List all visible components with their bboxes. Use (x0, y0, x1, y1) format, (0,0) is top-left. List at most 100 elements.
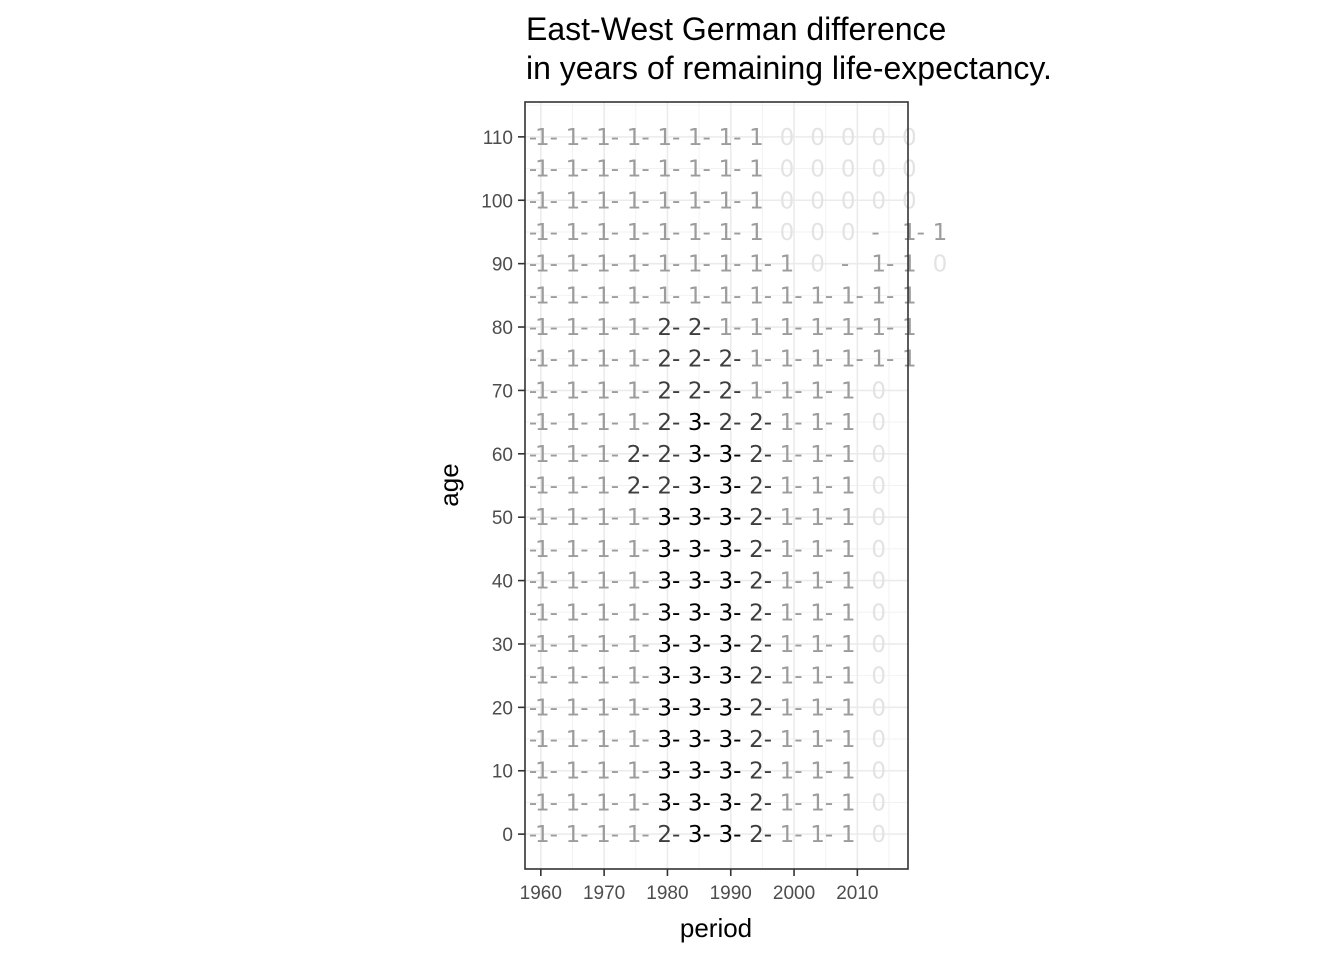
cell-label: 1 (749, 157, 764, 183)
cell-label: 2- (719, 378, 742, 404)
cell-label: - (529, 537, 537, 563)
cell-label: 2- (688, 378, 711, 404)
cell-label: - (871, 220, 879, 246)
cell-label: 0 (871, 505, 886, 531)
cell-label: 1 (902, 315, 917, 341)
cell-label: 1- (596, 157, 619, 183)
cell-label: 1- (535, 410, 558, 436)
cell-label: 1- (871, 252, 894, 278)
cell-label: 1- (566, 505, 589, 531)
cell-label: - (529, 474, 537, 500)
cell-label: 1- (566, 537, 589, 563)
cell-label: 1- (535, 315, 558, 341)
cell-label: 2- (749, 727, 772, 753)
cell-label: 1- (596, 442, 619, 468)
cell-label: 0 (871, 695, 886, 721)
cell-label: 1- (657, 157, 680, 183)
cell-label: 1- (627, 790, 650, 816)
cell-label: 1- (596, 537, 619, 563)
cell-label: 1- (566, 632, 589, 658)
cell-label: 1- (627, 410, 650, 436)
cell-label: 3- (657, 790, 680, 816)
cell-label: 0 (810, 188, 825, 214)
cell-label: 3- (657, 569, 680, 595)
cell-label: 2- (749, 442, 772, 468)
cell-label: 0 (841, 125, 856, 151)
cell-label: 0 (871, 125, 886, 151)
cell-label: 3- (688, 822, 711, 848)
cell-label: 1- (627, 695, 650, 721)
y-tick-label: 0 (502, 825, 513, 846)
cell-label: 1 (749, 188, 764, 214)
cell-label: 1- (780, 474, 803, 500)
cell-label: 2- (657, 315, 680, 341)
cell-label: 0 (780, 125, 795, 151)
cell-label: 2- (749, 790, 772, 816)
cell-label: - (529, 569, 537, 595)
cell-label: 1- (596, 410, 619, 436)
cell-label: 2- (749, 505, 772, 531)
cell-label: - (529, 315, 537, 341)
cell-label: 1- (780, 569, 803, 595)
cell-label: 1- (719, 125, 742, 151)
cell-label: 1- (627, 220, 650, 246)
cell-label: 2- (749, 695, 772, 721)
cell-label: 1- (749, 315, 772, 341)
cell-label: 1- (566, 378, 589, 404)
cell-label: 1- (688, 157, 711, 183)
cell-label: 1- (657, 188, 680, 214)
cell-label: 1- (780, 632, 803, 658)
y-tick-label: 30 (492, 635, 513, 656)
cell-label: 1- (841, 347, 864, 373)
x-tick-label: 1960 (520, 883, 562, 904)
cell-label: 1- (780, 315, 803, 341)
y-axis-title: age (434, 463, 464, 506)
cell-label: 2- (749, 759, 772, 785)
cell-label: 1- (871, 315, 894, 341)
cell-label: 2- (657, 474, 680, 500)
cell-label: 1- (596, 569, 619, 595)
y-tick-label: 110 (483, 128, 513, 149)
x-tick-label: 1980 (646, 883, 688, 904)
cell-label: 3- (688, 664, 711, 690)
cell-label: 1- (780, 283, 803, 309)
cell-label: - (529, 188, 537, 214)
cell-label: 1- (535, 442, 558, 468)
cell-label: 1 (841, 632, 856, 658)
cell-label: 1- (657, 125, 680, 151)
cell-label: - (529, 410, 537, 436)
cell-label: 1- (810, 759, 833, 785)
cell-label: 3- (657, 695, 680, 721)
cell-label: 1 (841, 600, 856, 626)
cell-label: 1- (596, 125, 619, 151)
cell-label: 1- (810, 410, 833, 436)
cell-label: 3- (657, 664, 680, 690)
cell-label: 1- (871, 347, 894, 373)
cell-label: 0 (871, 537, 886, 563)
cell-label: 1- (719, 315, 742, 341)
cell-label: - (529, 505, 537, 531)
cell-label: 1- (627, 759, 650, 785)
cell-label: 1- (596, 283, 619, 309)
cell-label: 3- (657, 537, 680, 563)
cell-label: 2- (657, 378, 680, 404)
y-tick-label: 100 (481, 191, 513, 212)
cell-label: 1- (627, 600, 650, 626)
cell-label: 1- (810, 632, 833, 658)
cell-label: 1- (780, 442, 803, 468)
cell-label: 0 (780, 157, 795, 183)
cell-label: 1- (627, 822, 650, 848)
cell-label: 3- (657, 632, 680, 658)
cell-label: 1- (719, 157, 742, 183)
cell-label: 1- (810, 727, 833, 753)
cell-label: 3- (688, 569, 711, 595)
cell-label: 1- (535, 157, 558, 183)
cell-label: 1- (749, 347, 772, 373)
cell-label: 0 (871, 157, 886, 183)
cell-label: 1- (688, 283, 711, 309)
cell-label: 3- (719, 569, 742, 595)
cell-label: 1 (841, 727, 856, 753)
cell-label: 1- (627, 283, 650, 309)
cell-label: 1- (535, 537, 558, 563)
cell-label: 1- (596, 315, 619, 341)
